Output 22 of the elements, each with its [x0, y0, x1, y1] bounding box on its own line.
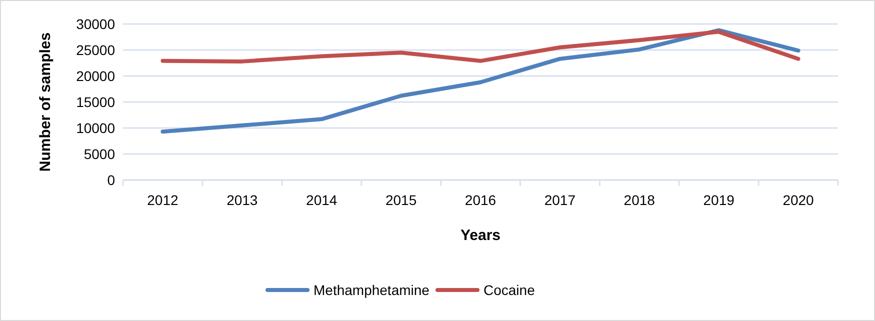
x-tick-label: 2015 — [385, 192, 417, 208]
x-tick-label: 2020 — [782, 192, 814, 208]
line-series — [160, 30, 800, 64]
y-axis-title: Number of samples — [37, 32, 54, 172]
y-tick-label: 0 — [107, 172, 116, 188]
y-tick-label: 25000 — [76, 42, 116, 58]
legend-label: Cocaine — [484, 282, 536, 298]
y-tick-label: 30000 — [76, 16, 116, 32]
y-tick-label: 15000 — [76, 94, 116, 110]
y-tick-label: 20000 — [76, 68, 116, 84]
x-tick-label: 2017 — [544, 192, 576, 208]
x-axis-title: Years — [460, 227, 501, 244]
line-series — [160, 28, 800, 134]
x-tick-label: 2016 — [464, 192, 496, 208]
x-tick-label: 2013 — [226, 192, 258, 208]
x-tick-label: 2019 — [703, 192, 735, 208]
legend-label: Methamphetamine — [314, 282, 430, 298]
x-tick-label: 2012 — [147, 192, 179, 208]
x-tick-label: 2014 — [306, 192, 338, 208]
y-tick-label: 10000 — [76, 120, 116, 136]
x-tick-label: 2018 — [624, 192, 656, 208]
y-tick-label: 5000 — [84, 146, 116, 162]
